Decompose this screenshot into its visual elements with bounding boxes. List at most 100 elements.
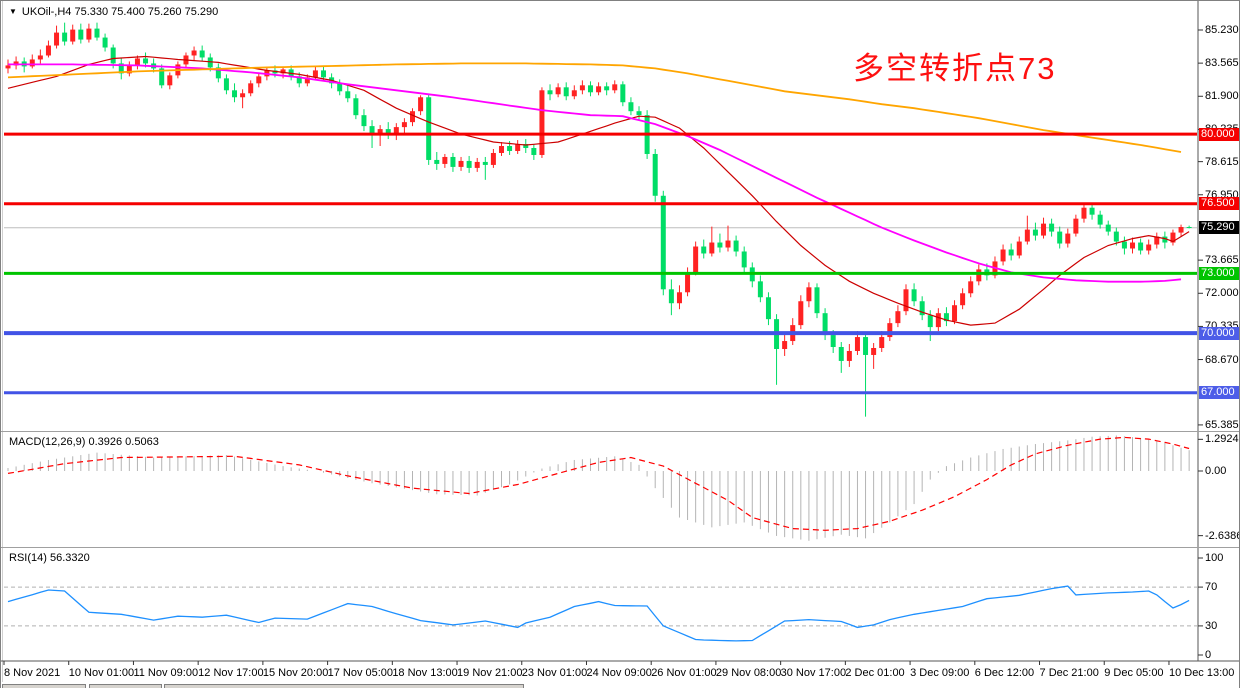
candle-body <box>539 90 545 155</box>
candle-body <box>547 90 553 95</box>
candle-body <box>685 272 691 293</box>
candle-body <box>434 159 440 164</box>
candle-body <box>1000 249 1006 262</box>
bottom-tab-bar <box>1 682 1239 688</box>
candle-body <box>126 65 132 74</box>
candle-body <box>78 29 84 40</box>
rsi-tick-label: 0 <box>1205 649 1212 661</box>
candle-body <box>377 129 383 136</box>
candle-body <box>1032 229 1038 236</box>
candle-body <box>879 337 885 349</box>
price-badge: 73.000 <box>1199 266 1239 280</box>
time-tick-label: 10 Dec 13:00 <box>1168 667 1235 679</box>
candle-body <box>1178 227 1184 233</box>
chart-tab[interactable] <box>2 684 86 688</box>
candle-body <box>353 98 359 116</box>
candle-body <box>1008 249 1014 256</box>
candle-body <box>361 115 367 127</box>
candle-body <box>709 242 715 254</box>
time-tick-label: 11 Nov 09:00 <box>133 667 199 679</box>
candle-body <box>345 91 351 99</box>
candle-body <box>806 287 812 302</box>
time-tick-label: 17 Nov 05:00 <box>327 667 394 679</box>
candle-body <box>628 102 634 112</box>
candle-body <box>94 28 100 38</box>
candle-body <box>337 83 343 92</box>
chart-tab[interactable] <box>164 684 524 688</box>
candle-body <box>604 86 610 91</box>
rsi-label: RSI(14) 56.3320 <box>9 552 90 564</box>
candle-body <box>62 32 68 42</box>
candle-body <box>741 251 747 268</box>
candle-body <box>596 86 602 93</box>
candle-body <box>693 246 699 273</box>
candle-body <box>118 63 124 74</box>
candle-body <box>1162 236 1168 243</box>
time-tick-label: 3 Dec 09:00 <box>910 667 970 679</box>
candle-body <box>37 55 43 60</box>
time-tick-label: 30 Nov 17:00 <box>780 667 847 679</box>
ma-mid-line <box>8 63 1182 283</box>
candle-body <box>652 153 658 196</box>
candle-body <box>1105 224 1111 232</box>
candle-body <box>919 301 925 316</box>
time-tick-label: 23 Nov 01:00 <box>521 667 588 679</box>
time-tick-label: 9 Dec 05:00 <box>1104 667 1164 679</box>
time-tick-label: 6 Dec 12:00 <box>974 667 1035 679</box>
candle-body <box>660 195 666 290</box>
candle-body <box>571 90 577 97</box>
time-tick-label: 2 Dec 01:00 <box>845 667 905 679</box>
chart-tab[interactable] <box>89 684 162 688</box>
candle-body <box>102 37 108 48</box>
candle-body <box>895 311 901 324</box>
ma-slow-line <box>7 62 1182 153</box>
collapse-arrow-icon[interactable]: ▼ <box>9 7 17 16</box>
rsi-line <box>7 585 1190 642</box>
candle-body <box>1170 232 1176 243</box>
candle-body <box>1073 218 1079 234</box>
candle-body <box>822 313 828 336</box>
candle-body <box>248 83 254 94</box>
candle-body <box>968 281 974 294</box>
candle-body <box>620 84 626 103</box>
panel-splitter-rsi[interactable] <box>1 547 1239 548</box>
candle-body <box>523 144 529 149</box>
candle-body <box>167 75 173 86</box>
candle-body <box>1130 242 1136 249</box>
candle-body <box>960 293 966 306</box>
candle-body <box>304 77 310 84</box>
candle-body <box>515 144 521 151</box>
candle-body <box>854 337 860 351</box>
candle-body <box>846 350 852 361</box>
rsi-panel[interactable] <box>4 585 1197 642</box>
main-panel[interactable] <box>4 22 1197 417</box>
candle-body <box>830 335 836 348</box>
price-tick-label: 65.385 <box>1205 418 1239 431</box>
macd-tick-label: 1.2924 <box>1205 433 1239 446</box>
candle-body <box>1146 244 1152 251</box>
panel-splitter-macd[interactable] <box>1 431 1239 432</box>
candle-body <box>450 156 456 167</box>
price-tick-label: 73.665 <box>1205 254 1239 267</box>
candle-body <box>757 281 763 298</box>
candle-body <box>13 61 19 66</box>
candle-body <box>887 323 893 338</box>
candle-body <box>418 97 424 112</box>
macd-tick-label: -2.6386 <box>1205 529 1240 542</box>
candle-body <box>579 85 585 91</box>
candle-body <box>1154 236 1160 245</box>
time-tick-label: 8 Nov 2021 <box>4 667 61 679</box>
candle-body <box>312 70 318 78</box>
annotation-text: 多空转折点73 <box>853 51 1057 86</box>
candle-body <box>498 146 504 153</box>
candle-body <box>507 146 513 151</box>
macd-panel[interactable] <box>7 435 1190 541</box>
candle-body <box>1049 223 1055 232</box>
price-badge: 80.000 <box>1199 127 1239 141</box>
candle-body <box>321 70 327 78</box>
candle-body <box>1016 241 1022 256</box>
candle-body <box>952 305 958 322</box>
price-tick-label: 81.900 <box>1205 90 1239 103</box>
candle-body <box>555 87 561 95</box>
